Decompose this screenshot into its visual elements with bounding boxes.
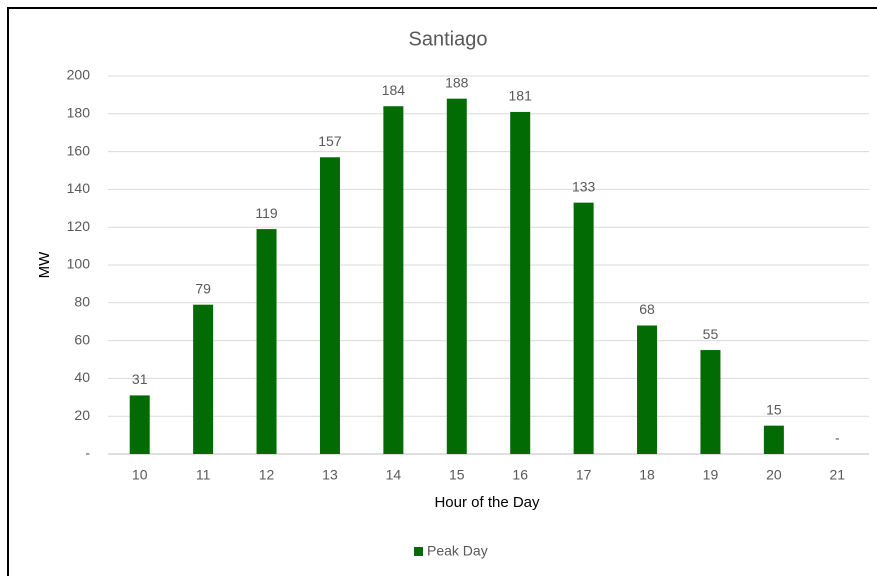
legend-swatch [414,547,423,556]
data-label: 79 [195,280,211,296]
x-tick-label: 18 [639,467,655,483]
bar [510,111,531,454]
y-tick-label: 140 [67,180,91,196]
data-label: 68 [639,301,655,317]
y-tick-label: - [85,445,90,461]
y-tick-label: 120 [67,218,91,234]
y-tick-label: 80 [74,294,90,310]
chart-frame [7,7,877,576]
legend-label: Peak Day [427,543,488,559]
x-tick-label: 11 [196,467,211,483]
data-label: 133 [572,178,596,194]
data-label: 188 [445,74,469,90]
bar [193,304,214,454]
bar [700,350,721,454]
x-tick-label: 21 [830,467,846,483]
x-tick-label: 19 [703,467,719,483]
y-tick-label: 60 [74,331,90,347]
x-axis-label: Hour of the Day [434,494,540,511]
bar [383,106,404,455]
x-tick-label: 13 [322,467,338,483]
bar [256,229,277,454]
bar [129,395,150,454]
x-tick-label: 12 [259,467,275,483]
bar [319,157,340,454]
x-tick-label: 20 [766,467,782,483]
data-label: 119 [255,205,278,221]
data-label: - [835,430,840,446]
bar [573,202,594,454]
y-tick-label: 160 [67,142,91,158]
data-label: 157 [318,133,342,149]
y-tick-label: 20 [74,407,90,423]
x-tick-label: 10 [132,467,148,483]
y-axis-label: MW [36,251,53,278]
bar [446,98,467,455]
y-tick-label: 40 [74,369,90,385]
x-tick-label: 15 [449,467,465,483]
x-tick-label: 17 [576,467,592,483]
data-label: 55 [703,326,719,342]
y-tick-label: 100 [67,256,91,272]
x-tick-label: 14 [386,467,402,483]
y-tick-label: 200 [67,67,91,83]
data-label: 31 [132,371,148,387]
data-label: 181 [509,88,533,104]
data-label: 15 [766,401,782,417]
y-tick-label: 180 [67,105,91,121]
bar [763,425,784,454]
bar [637,325,658,454]
data-label: 184 [382,82,406,98]
chart-title: Santiago [409,28,488,50]
x-tick-label: 16 [512,467,528,483]
